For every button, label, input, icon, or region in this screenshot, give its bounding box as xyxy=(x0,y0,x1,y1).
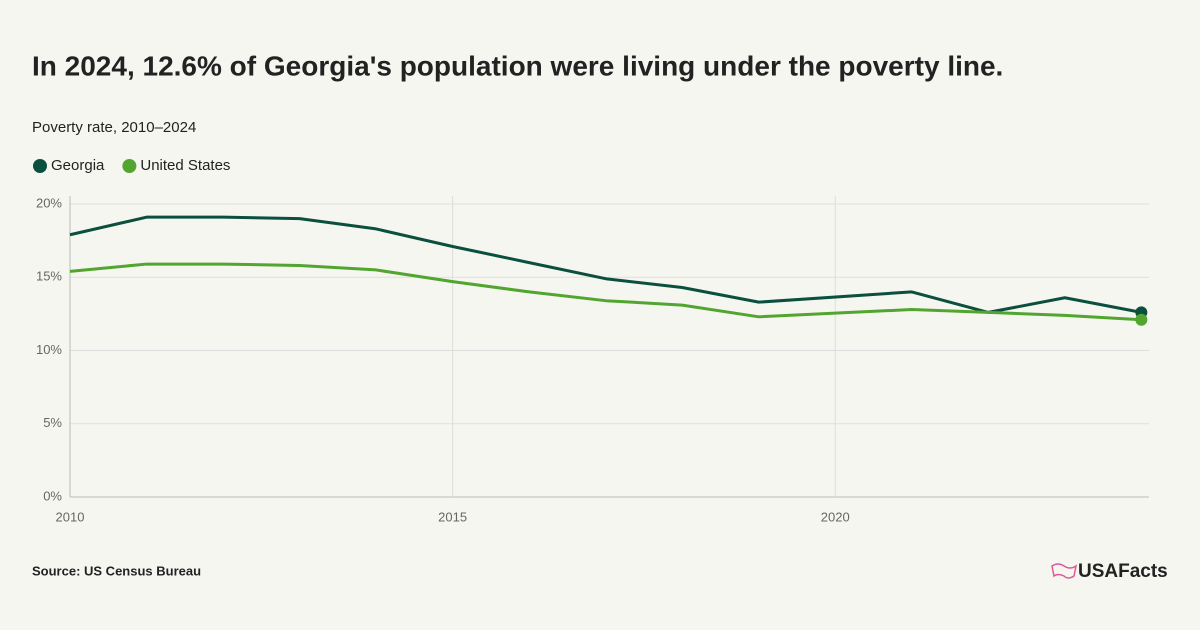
y-tick-label: 10% xyxy=(36,342,62,357)
x-tick-label: 2010 xyxy=(56,509,85,524)
legend-marker xyxy=(33,159,47,173)
brand: USAFacts xyxy=(1078,561,1168,582)
y-tick-label: 20% xyxy=(36,195,62,210)
legend-marker xyxy=(122,159,137,173)
end-marker xyxy=(1135,313,1148,326)
x-tick-label: 2020 xyxy=(821,509,850,524)
chart-subtitle: Poverty rate, 2010–2024 xyxy=(32,119,196,136)
series-line xyxy=(69,262,1142,322)
legend-label: United States xyxy=(140,157,230,174)
logo: USAFacts xyxy=(1051,561,1168,582)
logo-icon xyxy=(1051,563,1078,579)
x-tick-label: 2015 xyxy=(438,509,467,524)
series-line xyxy=(69,215,1142,314)
y-tick-label: 5% xyxy=(43,415,62,430)
chart-title: In 2024, 12.6% of Georgia's population w… xyxy=(32,50,1003,81)
source: Source: US Census Bureau xyxy=(32,563,201,578)
legend-label: Georgia xyxy=(51,157,105,174)
y-tick-label: 15% xyxy=(36,269,62,284)
y-tick-label: 0% xyxy=(43,488,62,503)
